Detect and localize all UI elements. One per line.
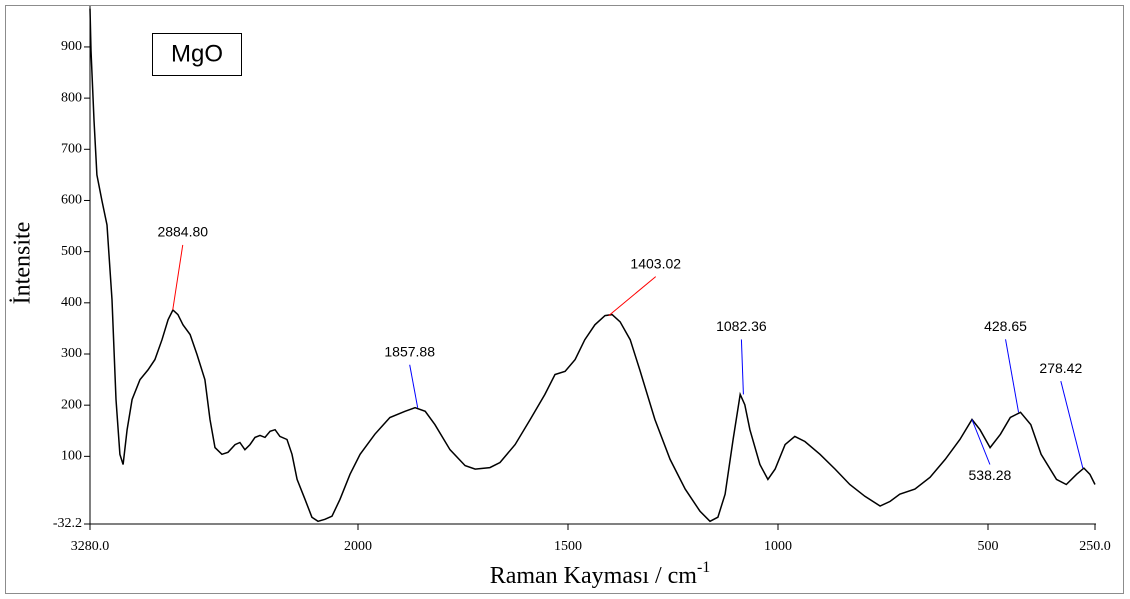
annotation-pointer (740, 339, 744, 395)
annotation-label: 1857.88 (384, 343, 435, 359)
title-box (152, 33, 242, 76)
annotation-pointer (1060, 380, 1084, 469)
annotation-label: 278.42 (1039, 360, 1082, 376)
y-tick-label: 300 (61, 346, 82, 361)
annotation-label: 538.28 (969, 467, 1012, 483)
y-tick-label: 800 (61, 90, 82, 105)
x-axis-title-sup: -1 (697, 559, 710, 576)
annotation-label: 428.65 (984, 318, 1027, 334)
annotation-label: 1082.36 (716, 318, 767, 334)
x-axis-title: Raman Kayması / cm-1 (490, 559, 711, 589)
annotation-pointer (608, 276, 657, 316)
y-tick-label: 400 (61, 295, 82, 310)
x-tick-label: 1500 (554, 539, 582, 554)
annotation-pointer (971, 419, 991, 465)
x-tick-label: 500 (978, 539, 999, 554)
y-tick-label: 100 (61, 449, 82, 464)
x-axis-title-main: Raman Kayması / cm (490, 563, 698, 589)
annotation-pointer (1005, 339, 1020, 413)
annotation-pointer (172, 244, 184, 311)
y-tick-label: 900 (61, 39, 82, 54)
annotation-pointer (409, 364, 419, 408)
y-axis-title: İntensite (10, 222, 36, 305)
x-tick-label: 1000 (764, 539, 792, 554)
spectrum-line (89, 8, 1096, 523)
annotation-label: 2884.80 (157, 224, 208, 240)
y-tick-label: 500 (61, 244, 82, 259)
x-tick-label: 3280.0 (71, 539, 110, 554)
y-tick-label: 200 (61, 397, 82, 412)
x-tick-label: 2000 (344, 539, 372, 554)
frame (5, 5, 1124, 594)
y-tick-label: 700 (61, 142, 82, 157)
x-tick-label: 250.0 (1079, 539, 1111, 554)
y-tick-label: 600 (61, 193, 82, 208)
annotation-label: 1403.02 (630, 255, 681, 271)
y-tick-label: -32.2 (53, 516, 82, 531)
chart-title: MgO (171, 40, 223, 67)
